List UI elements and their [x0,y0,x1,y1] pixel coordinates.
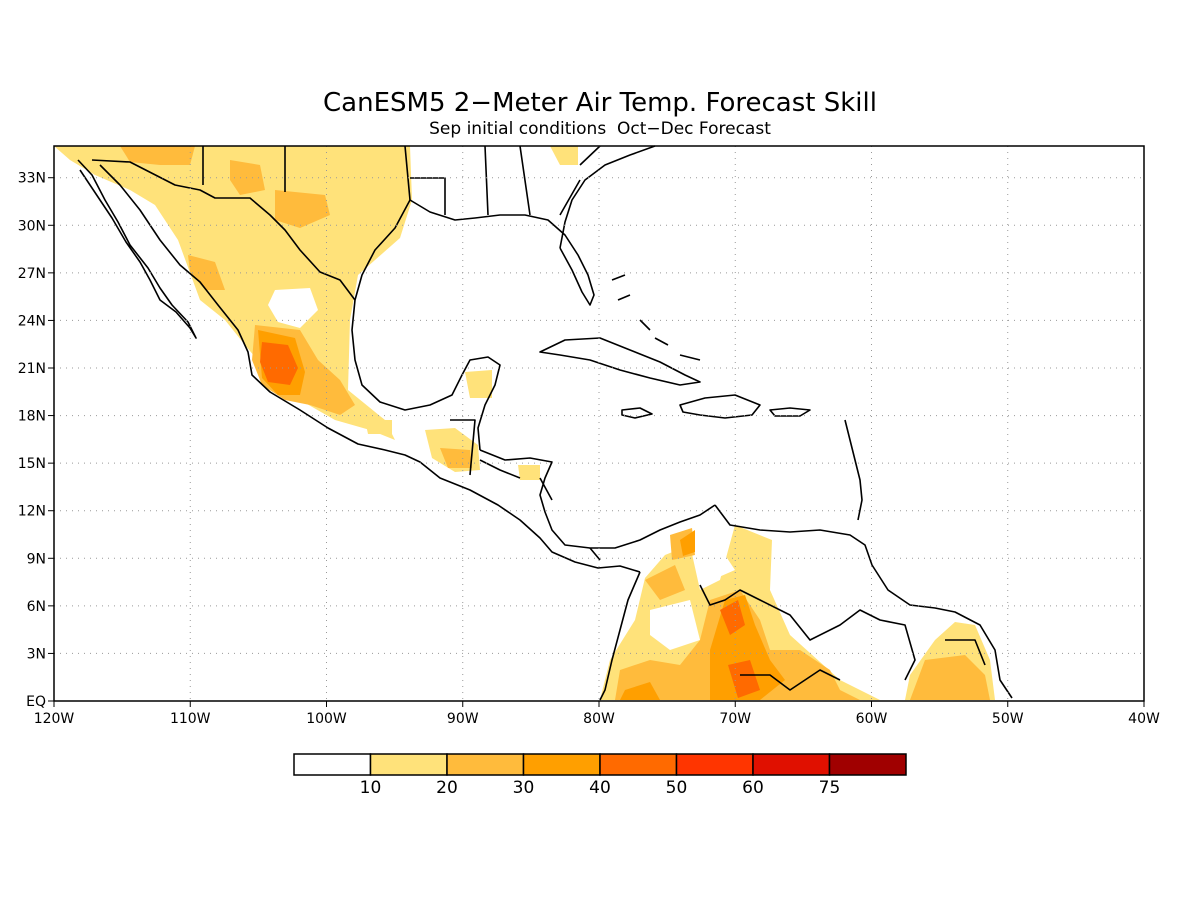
coastline-us-east [559,145,656,249]
y-tick-label: 9N [27,551,46,567]
border-us-mexico [91,159,356,301]
shade-region [650,600,700,650]
coastline-gulf-north [409,199,595,306]
x-tick-label: 120W [34,711,75,727]
shade-region [728,660,760,698]
coastline-south-america-west [599,571,641,701]
legend-swatch [522,753,601,776]
coastline-baja [77,159,197,339]
legend-label: 60 [742,778,764,798]
shade-region [645,565,685,600]
color-legend: 10 20 30 40 50 60 75 [293,753,907,798]
coastline-bahamas [611,274,701,361]
x-tick-label: 70W [719,711,751,727]
legend-swatch [675,753,754,776]
legend-label: 20 [436,778,458,798]
legend-swatch [828,753,907,776]
skill-shading [54,146,995,700]
shade-region [365,420,392,434]
legend-swatch [293,753,372,776]
shade-region [680,530,695,556]
shade-region [275,190,330,228]
coastline-central-caribbean [479,449,716,549]
shade-region [620,682,660,700]
x-tick-labels: 120W 110W 100W 90W 80W 70W 60W 50W 40W [34,701,1160,727]
y-tick-label: 6N [27,599,46,615]
shade-region [120,146,195,165]
coastline-gulf [351,199,501,451]
legend-swatch [446,753,525,776]
coastline-south-america [714,504,1013,699]
legend-label: 10 [360,778,382,798]
coastline-mexico-pacific [99,164,641,573]
shade-region [550,146,578,165]
shade-region [268,288,318,328]
coastline-hispaniola [679,394,761,419]
x-tick-label: 110W [170,711,211,727]
y-tick-label: 18N [18,409,46,425]
y-tick-label: 30N [18,218,46,234]
y-tick-label: 24N [18,313,46,329]
shade-region [910,655,990,700]
coastline-puerto-rico [769,407,811,417]
legend-label: 75 [819,778,841,798]
legend-label: 30 [513,778,535,798]
map-title: CanESM5 2−Meter Air Temp. Forecast Skill [323,88,877,118]
legend-label: 40 [589,778,611,798]
shade-region [54,146,412,440]
x-tick-label: 100W [306,711,347,727]
map-grid [54,146,1144,701]
y-tick-label: 33N [18,171,46,187]
y-tick-label: 21N [18,361,46,377]
x-tick-label: 40W [1128,711,1160,727]
coastline-jamaica [621,407,653,419]
shade-region [518,465,540,480]
map-subtitle: Sep initial conditions Oct−Dec Forecast [429,119,771,139]
y-tick-label: 27N [18,266,46,282]
x-tick-label: 60W [856,711,888,727]
legend-swatch [752,753,831,776]
coastline-cuba [539,337,701,386]
y-tick-label: 15N [18,456,46,472]
x-tick-label: 90W [447,711,479,727]
shade-region [440,448,472,468]
legend-swatch [369,753,448,776]
coastline-antilles [844,419,863,521]
x-tick-label: 50W [992,711,1024,727]
shade-region [465,370,492,398]
border-south-america [699,584,986,691]
shade-region [260,342,298,385]
shade-region [188,255,225,290]
x-tick-label: 80W [583,711,615,727]
shade-region [720,600,745,635]
shade-region [230,160,265,195]
legend-label: 50 [666,778,688,798]
coastlines [77,145,1013,701]
y-tick-label: 3N [27,646,46,662]
y-tick-labels: EQ 3N 6N 9N 12N 15N 18N 21N 24N 27N 30N 33N [18,171,54,710]
border-central-america [450,419,601,561]
shade-region [705,555,735,580]
legend-swatch [599,753,678,776]
y-tick-label: 12N [18,504,46,520]
y-tick-label: EQ [26,694,46,710]
